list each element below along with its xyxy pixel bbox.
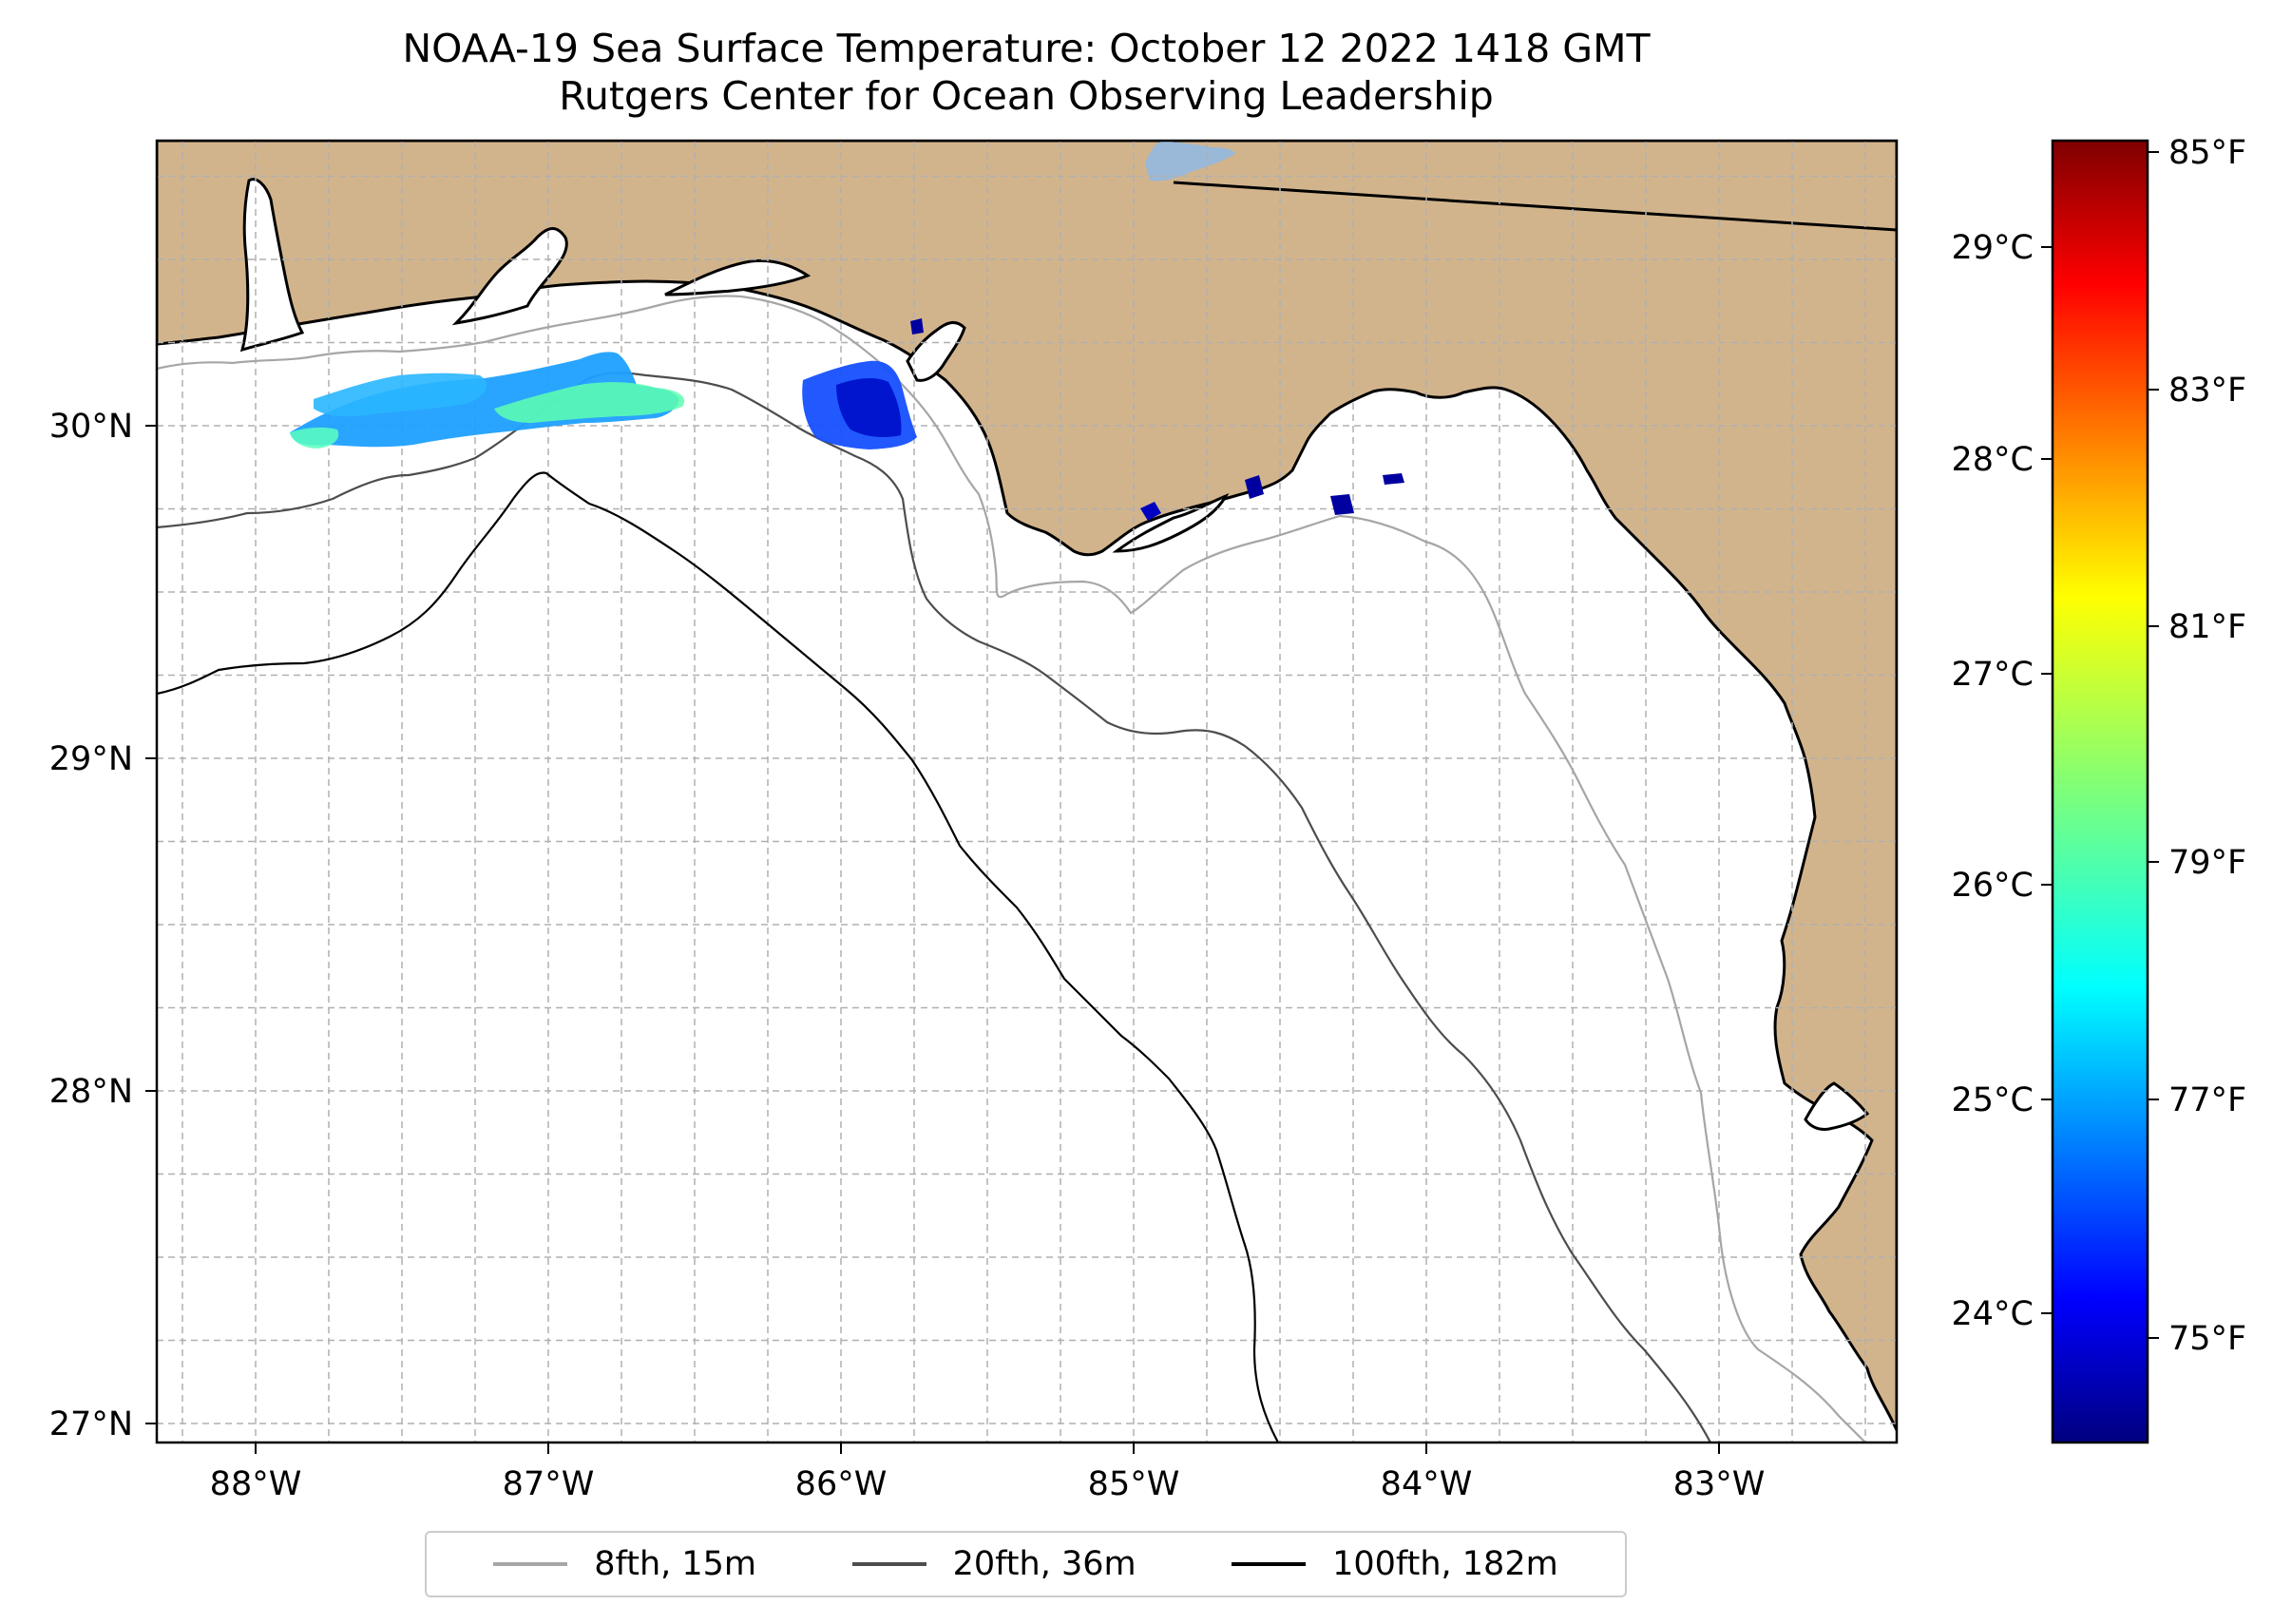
- colorbar-fahrenheit-axis: 75°F 77°F 79°F 81°F 83°F 85°F: [2148, 134, 2246, 1358]
- x-tick-85w: 85°W: [1088, 1465, 1180, 1503]
- x-axis: 88°W 87°W 86°W 85°W 84°W 83°W: [210, 1442, 1766, 1503]
- legend-swatch-100fth: [1232, 1562, 1307, 1566]
- cbar-tick-26c: 26°C: [1952, 867, 2034, 905]
- legend-item-20fth: 20fth, 36m: [851, 1545, 1136, 1583]
- y-axis: 27°N 28°N 29°N 30°N: [49, 408, 157, 1443]
- mobile-bay: [239, 178, 305, 353]
- legend-item-8fth: 8fth, 15m: [493, 1545, 756, 1583]
- reservoir-lake: [1145, 141, 1235, 182]
- title-line-1: NOAA-19 Sea Surface Temperature: October…: [402, 26, 1651, 71]
- y-tick-28n: 28°N: [49, 1073, 133, 1111]
- sst-data: [290, 318, 1404, 521]
- legend-label-100fth: 100fth, 182m: [1332, 1545, 1558, 1583]
- y-tick-30n: 30°N: [49, 408, 133, 446]
- contour-20fth: [157, 372, 1711, 1442]
- choctawhatchee-bay: [664, 258, 812, 296]
- x-tick-87w: 87°W: [503, 1465, 595, 1503]
- legend-label-8fth: 8fth, 15m: [594, 1545, 757, 1583]
- legend-item-100fth: 100fth, 182m: [1232, 1545, 1558, 1583]
- state-border: [1173, 181, 1897, 232]
- apalachicola-bay: [1112, 493, 1230, 553]
- legend-swatch-20fth: [851, 1562, 926, 1566]
- x-tick-88w: 88°W: [210, 1465, 302, 1503]
- title-line-2: Rutgers Center for Ocean Observing Leade…: [559, 73, 1494, 119]
- colorbar: [2051, 139, 2149, 1444]
- map-plot-area: [157, 141, 1897, 1442]
- contour-100fth: [157, 471, 1279, 1442]
- x-tick-83w: 83°W: [1673, 1465, 1766, 1503]
- pensacola-bay: [451, 227, 568, 326]
- legend-swatch-8fth: [493, 1562, 568, 1566]
- x-tick-86w: 86°W: [795, 1465, 888, 1503]
- cbar-tick-25c: 25°C: [1952, 1081, 2034, 1119]
- map-title: NOAA-19 Sea Surface Temperature: October…: [157, 25, 1896, 120]
- legend-label-20fth: 20fth, 36m: [952, 1545, 1136, 1583]
- cbar-tick-85f: 85°F: [2168, 134, 2246, 172]
- tampa-bay: [1804, 1081, 1870, 1131]
- st-andrew-bay: [906, 320, 966, 382]
- cbar-tick-28c: 28°C: [1952, 441, 2034, 479]
- cbar-tick-79f: 79°F: [2168, 844, 2246, 882]
- contour-legend: 8fth, 15m 20fth, 36m 100fth, 182m: [425, 1531, 1627, 1597]
- map-frame: [155, 139, 1899, 1444]
- cbar-tick-24c: 24°C: [1952, 1295, 2034, 1333]
- cbar-tick-77f: 77°F: [2168, 1081, 2246, 1119]
- cbar-tick-81f: 81°F: [2168, 608, 2246, 646]
- x-tick-84w: 84°W: [1381, 1465, 1473, 1503]
- cbar-tick-83f: 83°F: [2168, 372, 2246, 410]
- cbar-tick-27c: 27°C: [1952, 656, 2034, 694]
- cbar-tick-75f: 75°F: [2168, 1320, 2246, 1358]
- y-tick-29n: 29°N: [49, 740, 133, 778]
- gridlines: [157, 141, 1897, 1442]
- y-tick-27n: 27°N: [49, 1405, 133, 1443]
- colorbar-celsius-axis: 24°C 25°C 26°C 27°C 28°C 29°C: [1952, 229, 2053, 1333]
- contour-8fth: [157, 295, 1867, 1442]
- cbar-tick-29c: 29°C: [1952, 229, 2034, 267]
